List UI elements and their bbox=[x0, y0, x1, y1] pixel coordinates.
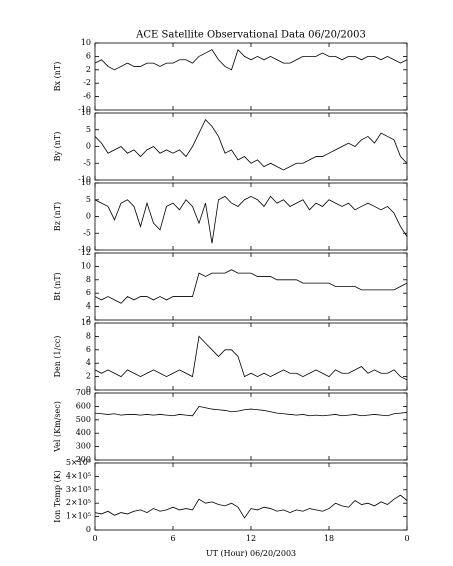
data-line bbox=[94, 119, 408, 171]
y-tick-label: 6 bbox=[86, 51, 91, 60]
y-tick-label: 5 bbox=[86, 125, 91, 134]
y-tick-label: 600 bbox=[76, 401, 91, 410]
x-tick-label: 6 bbox=[170, 534, 175, 543]
data-line bbox=[94, 405, 408, 417]
y-tick-label: -6 bbox=[83, 92, 91, 101]
y-tick-label: 2 bbox=[86, 315, 91, 324]
y-axis-label: Ion Temp (K) bbox=[53, 470, 62, 523]
x-axis-label: UT (Hour) 06/20/2003 bbox=[206, 549, 296, 558]
panel-frame bbox=[94, 392, 408, 461]
y-tick-label: 0 bbox=[86, 525, 91, 534]
y-tick-label: 400 bbox=[76, 428, 91, 437]
y-tick-label: 10 bbox=[81, 318, 91, 327]
y-tick-label: 200 bbox=[76, 455, 91, 464]
y-tick-label: 8 bbox=[86, 331, 91, 340]
panel-frame bbox=[94, 322, 408, 391]
x-tick-label: 0 bbox=[404, 534, 409, 543]
x-tick-label: 12 bbox=[246, 534, 256, 543]
y-tick-label: -2 bbox=[83, 78, 91, 87]
data-line bbox=[94, 269, 408, 304]
y-tick-label: -5 bbox=[83, 158, 91, 167]
data-line bbox=[94, 48, 408, 71]
panel-frame bbox=[94, 252, 408, 321]
y-tick-label: 8 bbox=[86, 275, 91, 284]
y-tick-label: 700 bbox=[76, 388, 91, 397]
chart-title: ACE Satellite Observational Data 06/20/2… bbox=[135, 30, 366, 41]
y-tick-label: 10 bbox=[81, 178, 91, 187]
y-axis-label: Bt (nT) bbox=[53, 272, 62, 300]
y-tick-label: 0 bbox=[86, 142, 91, 151]
y-axis-label: Vel (Km/sec) bbox=[53, 401, 62, 453]
y-axis-label: Bx (nT) bbox=[53, 62, 62, 92]
y-tick-label: 6 bbox=[86, 288, 91, 297]
panel-frame bbox=[94, 112, 408, 181]
y-tick-label: 5 bbox=[86, 195, 91, 204]
y-tick-label: 2 bbox=[86, 65, 91, 74]
y-tick-label: 300 bbox=[76, 442, 91, 451]
y-axis-label: Den (1/cc) bbox=[53, 336, 62, 378]
x-tick-label: 0 bbox=[92, 534, 97, 543]
data-line bbox=[94, 494, 408, 519]
y-tick-label: 12 bbox=[81, 248, 91, 257]
panel-frame bbox=[94, 462, 408, 531]
panel-frame bbox=[94, 182, 408, 251]
data-line bbox=[94, 195, 408, 244]
y-tick-label: 4 bbox=[86, 358, 91, 367]
y-tick-label: 0 bbox=[86, 385, 91, 394]
y-tick-label: 5×10⁵ bbox=[66, 458, 91, 467]
y-tick-label: 10 bbox=[81, 108, 91, 117]
y-tick-label: 6 bbox=[86, 345, 91, 354]
y-tick-label: 4 bbox=[86, 302, 91, 311]
y-tick-label: 2 bbox=[86, 372, 91, 381]
y-tick-label: 0 bbox=[86, 212, 91, 221]
panel-frame bbox=[94, 42, 408, 111]
y-tick-label: 10 bbox=[81, 38, 91, 47]
y-tick-label: 1×10⁵ bbox=[66, 512, 91, 521]
y-tick-label: 500 bbox=[76, 415, 91, 424]
y-axis-label: By (nT) bbox=[53, 132, 62, 162]
y-tick-label: -10 bbox=[78, 105, 91, 114]
data-line bbox=[94, 335, 408, 381]
y-tick-label: -10 bbox=[78, 245, 91, 254]
y-tick-label: 10 bbox=[81, 261, 91, 270]
x-tick-label: 18 bbox=[324, 534, 334, 543]
y-tick-label: 4×10⁵ bbox=[66, 471, 91, 480]
y-tick-label: -10 bbox=[78, 175, 91, 184]
y-tick-label: -5 bbox=[83, 228, 91, 237]
y-tick-label: 3×10⁵ bbox=[66, 485, 91, 494]
y-axis-label: Bz (nT) bbox=[53, 202, 62, 231]
y-tick-label: 2×10⁵ bbox=[66, 498, 91, 507]
